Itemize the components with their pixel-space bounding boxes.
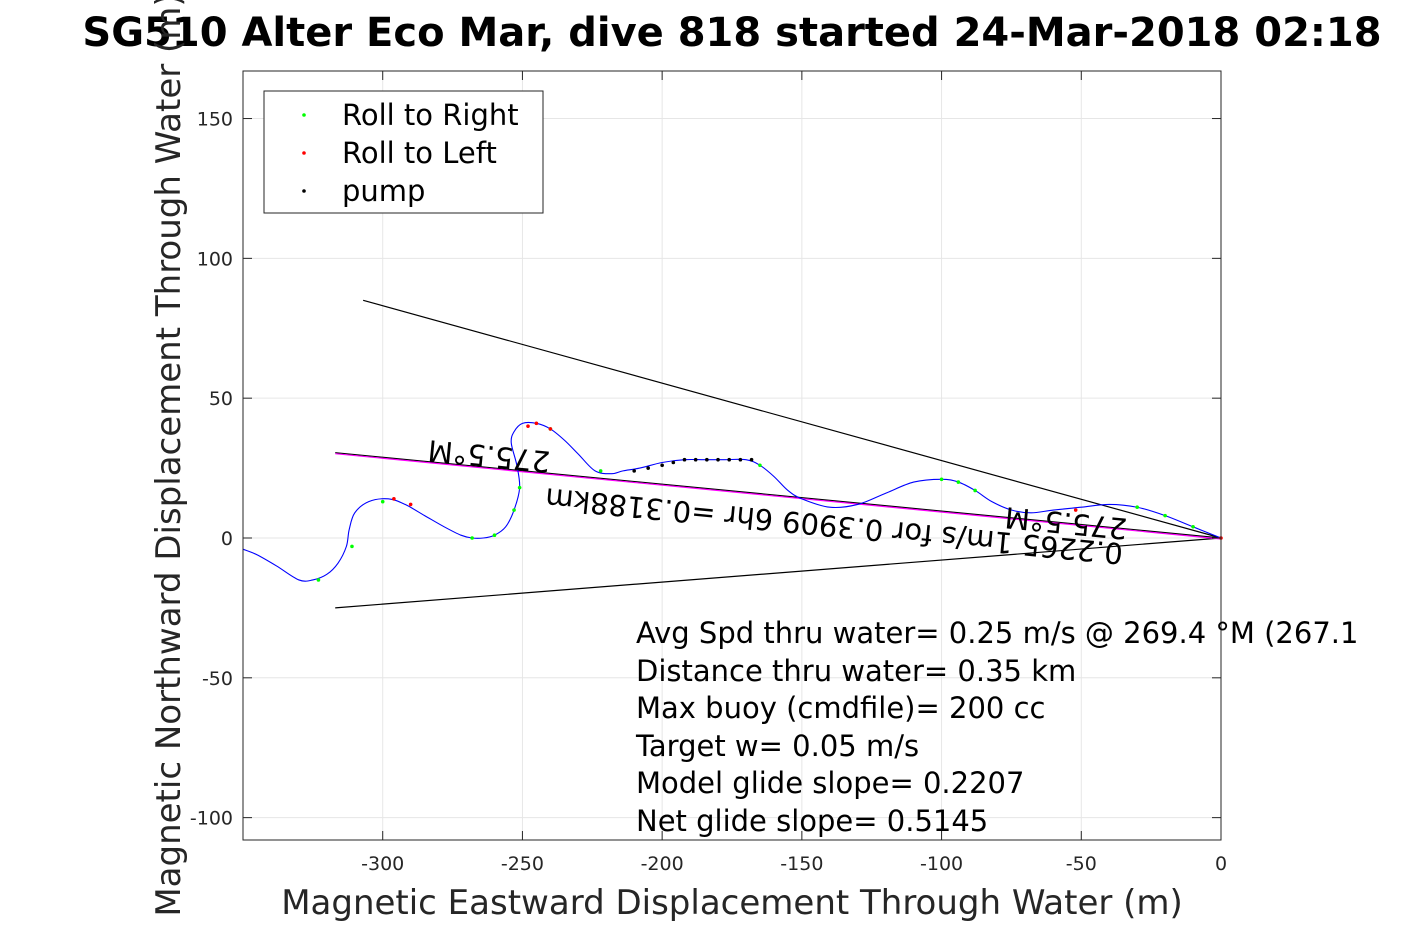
mean-heading-base-line [335,452,1222,539]
roll-right-point [758,463,762,468]
chart-title: SG510 Alter Eco Mar, dive 818 started 24… [82,10,1381,56]
y-tick-label: 0 [221,528,233,550]
x-tick-label: -150 [780,853,823,875]
pump-point [671,460,676,465]
roll-right-point [470,536,474,540]
y-tick-label: -50 [202,668,233,690]
plot-frame [242,70,1222,841]
envelope-line [362,299,1222,539]
roll-right-point [380,499,385,504]
roll-right-point [316,578,321,582]
legend-marker-roll-right [302,113,306,117]
roll-right-point [598,469,603,473]
pump-point [693,457,698,462]
roll-left-point [408,502,413,507]
x-tick-label: -200 [641,853,684,875]
y-tick-label: -100 [190,808,233,830]
pump-point [716,457,720,462]
roll-right-point [350,544,354,549]
pump-point [682,457,687,462]
pump-point [646,466,650,470]
y-axis-label: Magnetic Northward Displacement Through … [149,0,189,917]
x-tick-label: -300 [361,853,404,875]
pump-point [727,457,732,462]
mean-heading-line [335,453,1222,540]
mean-heading-line-layer [335,452,1222,540]
annotation-avg-speed: Avg Spd thru water= 0.25 m/s @ 269.4 °M … [636,616,1358,650]
pump-point [705,457,709,462]
roll-right-point [1135,505,1139,510]
points-layer [316,421,1223,582]
y-tick-label: 150 [197,109,233,131]
roll-right-point [492,533,497,537]
legend-box [263,90,544,214]
annotation-model-glide: Model glide slope= 0.2207 [636,766,1024,800]
annotation-max-buoy: Max buoy (cmdfile)= 200 cc [636,691,1045,725]
roll-right-point [973,488,977,493]
roll-left-point [526,424,530,428]
annotation-target-w: Target w= 0.05 m/s [635,729,919,763]
roll-right-point [939,477,944,482]
pump-point [660,463,664,468]
y-tick-label: 100 [197,248,233,270]
roll-left-point [392,497,396,501]
x-tick-label: -250 [501,853,544,875]
legend-label-roll-right: Roll to Right [342,98,519,132]
legend-marker-roll-left [302,151,306,155]
roll-left-point [534,421,539,426]
x-tick-label: -100 [920,853,963,875]
legend: Roll to Right Roll to Left pump [263,90,544,214]
pump-point [749,457,754,462]
pump-point [738,457,743,462]
roll-left-point [1073,508,1078,512]
roll-right-point [512,508,516,512]
roll-left-point [548,427,553,431]
pump-point [632,469,636,473]
roll-right-point [956,480,961,484]
roll-right-point [1191,525,1195,529]
x-tick-label: -50 [1066,853,1097,875]
annotation-net-glide: Net glide slope= 0.5145 [636,804,988,838]
summary-annotations: Avg Spd thru water= 0.25 m/s @ 269.4 °M … [635,616,1358,838]
annotation-distance: Distance thru water= 0.35 km [636,654,1076,688]
legend-marker-pump [302,189,306,193]
ticks: -300 -250 -200 -150 -100 -50 0 150 100 50 0 -50 -100 [190,71,1227,875]
x-axis-label: Magnetic Eastward Displacement Through W… [281,883,1183,923]
roll-right-point [1163,513,1167,518]
envelope-line [335,537,1222,609]
legend-label-roll-left: Roll to Left [342,136,497,170]
roll-right-point [517,485,522,490]
legend-label-pump: pump [342,174,425,208]
envelope-lines [335,299,1222,609]
x-tick-label: 0 [1215,853,1227,875]
y-tick-label: 50 [209,388,233,410]
